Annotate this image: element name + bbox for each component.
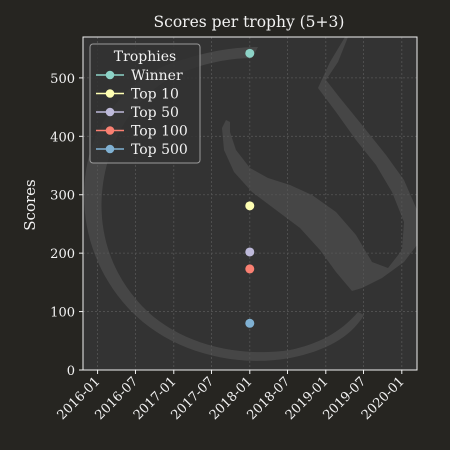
legend-items: Winner Top 10 Top 50 Top 100 Top 500	[96, 68, 188, 158]
y-axis-label: Scores	[21, 179, 39, 230]
legend-box	[89, 43, 201, 164]
legend-label-top-100: Top 100	[131, 124, 188, 140]
legend-marker-top-10	[105, 89, 115, 98]
y-tick-label: 300	[50, 189, 75, 204]
y-tick-label: 400	[50, 130, 75, 145]
y-tick-label: 100	[50, 306, 75, 321]
y-tick-label: 500	[50, 72, 75, 87]
data-point-top-10	[245, 201, 255, 211]
legend-marker-winner	[105, 70, 115, 80]
y-axis: 0 100 200 300 400 500	[50, 72, 83, 379]
legend-label-top-500: Top 500	[131, 142, 188, 158]
data-point-winner	[245, 48, 255, 58]
legend-label-top-50: Top 50	[131, 105, 179, 121]
data-point-top-500	[245, 318, 255, 328]
legend-marker-top-100	[105, 126, 115, 135]
legend-marker-top-500	[105, 144, 115, 154]
data-point-top-100	[245, 264, 255, 274]
data-point-top-50	[245, 247, 255, 257]
legend-marker-top-50	[105, 107, 115, 117]
horse-head-logo-icon	[84, 37, 417, 361]
legend: Trophies Winner Top 10 Top 50 Top 100 Top 50…	[89, 43, 201, 164]
legend-title: Trophies	[114, 49, 176, 65]
grid	[83, 37, 417, 371]
legend-label-winner: Winner	[131, 68, 183, 84]
y-tick-label: 0	[67, 364, 75, 379]
data-points	[245, 48, 255, 328]
y-tick-label: 200	[50, 247, 75, 262]
chart-title: Scores per trophy (5+3)	[154, 13, 345, 31]
legend-label-top-10: Top 10	[131, 87, 179, 103]
